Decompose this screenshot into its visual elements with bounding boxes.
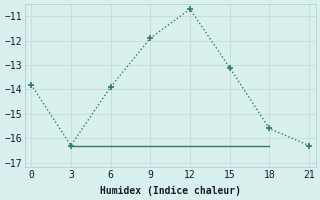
X-axis label: Humidex (Indice chaleur): Humidex (Indice chaleur)	[100, 186, 241, 196]
